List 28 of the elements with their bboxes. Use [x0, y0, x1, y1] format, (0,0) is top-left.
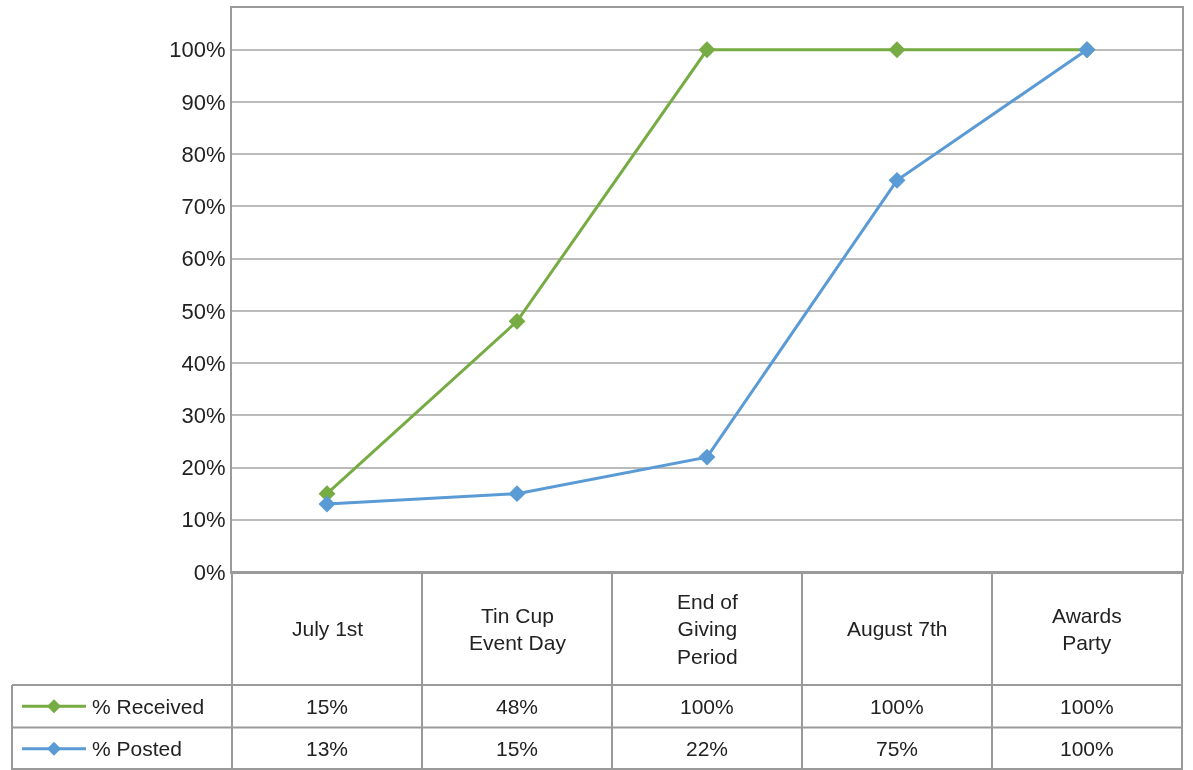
y-tick-label: 90%: [181, 89, 226, 115]
data-label: 100%: [680, 695, 734, 718]
x-tick-label: August 7th: [847, 617, 948, 640]
legend-label: % Received: [92, 695, 205, 718]
data-label: 100%: [1060, 695, 1114, 718]
y-tick-label: 50%: [181, 298, 226, 324]
legend-label: % Posted: [92, 737, 182, 760]
y-tick-label: 60%: [181, 246, 226, 272]
data-label: 13%: [306, 737, 349, 760]
data-label: 15%: [496, 737, 539, 760]
x-tick-label: Awards Party: [1052, 604, 1122, 655]
y-tick-label: 0%: [193, 559, 226, 585]
x-tick-label: July 1st: [292, 617, 364, 640]
y-tick-label: 30%: [181, 403, 226, 429]
y-tick-label: 70%: [181, 194, 226, 220]
x-tick-label: End of Giving Period: [677, 590, 738, 668]
y-tick-label: 80%: [181, 141, 226, 167]
y-tick-label: 40%: [181, 350, 226, 376]
data-label: 100%: [870, 695, 924, 718]
data-label: 75%: [876, 737, 919, 760]
data-label: 48%: [496, 695, 539, 718]
data-label: 100%: [1060, 737, 1114, 760]
y-tick-label: 10%: [181, 507, 226, 533]
data-label: 15%: [306, 695, 349, 718]
x-tick-label: Tin Cup Event Day: [469, 604, 567, 655]
data-label: 22%: [686, 737, 729, 760]
y-tick-label: 100%: [169, 37, 226, 63]
y-tick-label: 20%: [181, 455, 226, 481]
